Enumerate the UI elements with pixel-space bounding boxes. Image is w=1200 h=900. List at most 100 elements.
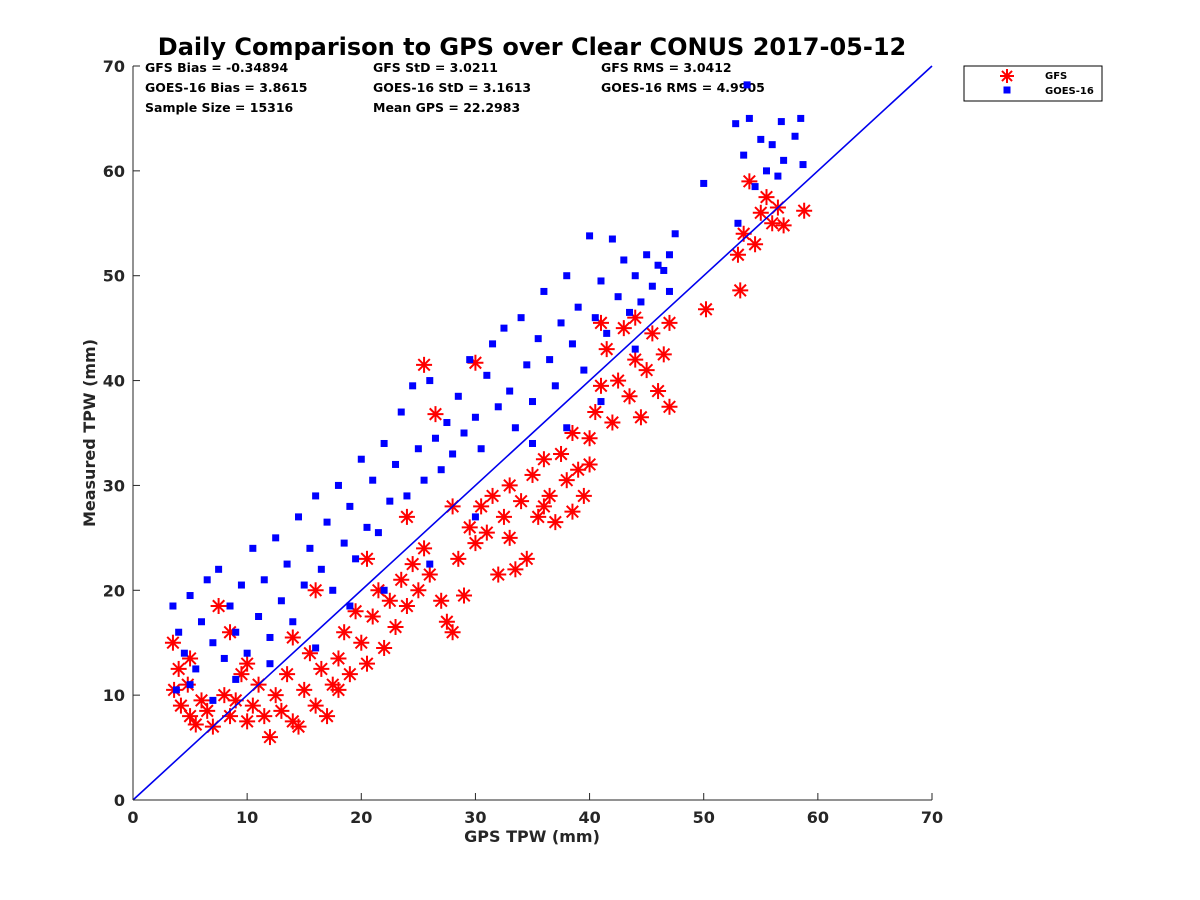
goes16-point [740, 151, 748, 159]
gfs-point [461, 519, 478, 536]
goes16-point [403, 492, 411, 500]
goes16-point [414, 445, 422, 453]
gfs-point [433, 592, 450, 609]
gfs-point [239, 713, 256, 730]
gfs-point [467, 535, 484, 552]
goes16-point [392, 460, 400, 468]
axes [132, 66, 932, 801]
gfs-point [587, 404, 604, 421]
gfs-point [661, 398, 678, 415]
goes16-point [563, 272, 571, 280]
goes16-point [797, 114, 805, 122]
goes16-point [409, 382, 417, 390]
goes16-point [289, 618, 297, 626]
goes16-point [215, 565, 223, 573]
gfs-point [775, 217, 792, 234]
goes16-point [346, 602, 354, 610]
gfs-point [650, 383, 667, 400]
y-tick-label: 30 [103, 476, 125, 495]
x-tick-label: 40 [578, 808, 600, 827]
goes16-point [266, 633, 274, 641]
goes16-point [631, 345, 639, 353]
gfs-point [541, 487, 558, 504]
goes16-point [172, 686, 180, 694]
goes16-point [397, 408, 405, 416]
gfs-point [796, 202, 813, 219]
gfs-point [581, 456, 598, 473]
gfs-point [398, 508, 415, 525]
gfs-point [558, 472, 575, 489]
y-tick-label: 50 [103, 267, 125, 286]
goes16-point [799, 161, 807, 169]
goes16-point [334, 481, 342, 489]
gfs-point [172, 697, 189, 714]
gfs-point [239, 655, 256, 672]
goes16-point [534, 335, 542, 343]
goes16-point [791, 132, 799, 140]
gfs-point [575, 487, 592, 504]
gfs-point [473, 498, 490, 515]
goes16-point [734, 219, 742, 227]
gfs-point [513, 493, 530, 510]
goes16-point [743, 81, 751, 89]
gfs-point [535, 498, 552, 515]
gfs-point [193, 692, 210, 709]
goes16-point [209, 639, 217, 647]
gfs-point [507, 561, 524, 578]
goes16-point [454, 392, 462, 400]
gfs-point [484, 487, 501, 504]
y-ticks: 0 10 20 30 40 50 60 70 [103, 57, 140, 810]
goes16-point [580, 366, 588, 374]
gfs-point [267, 687, 284, 704]
gfs-point [752, 204, 769, 221]
gfs-point [353, 634, 370, 651]
gfs-point [261, 729, 278, 746]
goes16-point [597, 277, 605, 285]
stat-sample-size: Sample Size = 15316 [145, 100, 294, 115]
goes16-point [529, 439, 536, 447]
goes16-point [614, 293, 622, 301]
goes16-point [203, 576, 211, 584]
y-tick-label: 70 [103, 57, 125, 76]
gfs-point [170, 660, 187, 677]
gfs-point [627, 351, 644, 368]
goes16-point [426, 377, 434, 385]
gfs-point [655, 346, 672, 363]
goes16-point [483, 371, 491, 379]
goes16-point [643, 251, 651, 259]
gfs-point [341, 666, 358, 683]
stat-goes-rms: GOES-16 RMS = 4.9905 [601, 80, 765, 95]
goes16-point [312, 644, 320, 652]
goes16-point [357, 455, 365, 463]
gfs-point [421, 566, 438, 583]
goes16-point [477, 445, 485, 453]
x-tick-label: 70 [921, 808, 943, 827]
goes16-point [386, 497, 394, 505]
goes16-point [323, 518, 331, 526]
goes16-point [243, 649, 251, 657]
goes16-point [180, 649, 188, 657]
gfs-point [490, 566, 507, 583]
gfs-point [393, 571, 410, 588]
gfs-point [450, 550, 467, 567]
gfs-point [535, 451, 552, 468]
goes16-point [260, 576, 268, 584]
series-goes-16 [169, 81, 807, 704]
goes16-point [220, 654, 228, 662]
goes16-point [517, 314, 525, 322]
goes16-point [317, 565, 325, 573]
goes16-point [523, 361, 531, 369]
goes16-point [175, 628, 183, 636]
gfs-point [632, 409, 649, 426]
goes16-point [471, 513, 479, 521]
gfs-point [279, 666, 296, 683]
y-tick-label: 0 [114, 791, 125, 810]
goes16-point [586, 232, 594, 240]
x-axis-label: GPS TPW (mm) [464, 827, 600, 846]
stats-annotations: GFS Bias = -0.34894 GFS StD = 3.0211 GFS… [145, 60, 765, 115]
goes16-point [757, 135, 765, 143]
goes16-point [551, 382, 559, 390]
goes16-point [300, 581, 308, 589]
x-tick-label: 60 [807, 808, 829, 827]
gfs-point [273, 702, 290, 719]
